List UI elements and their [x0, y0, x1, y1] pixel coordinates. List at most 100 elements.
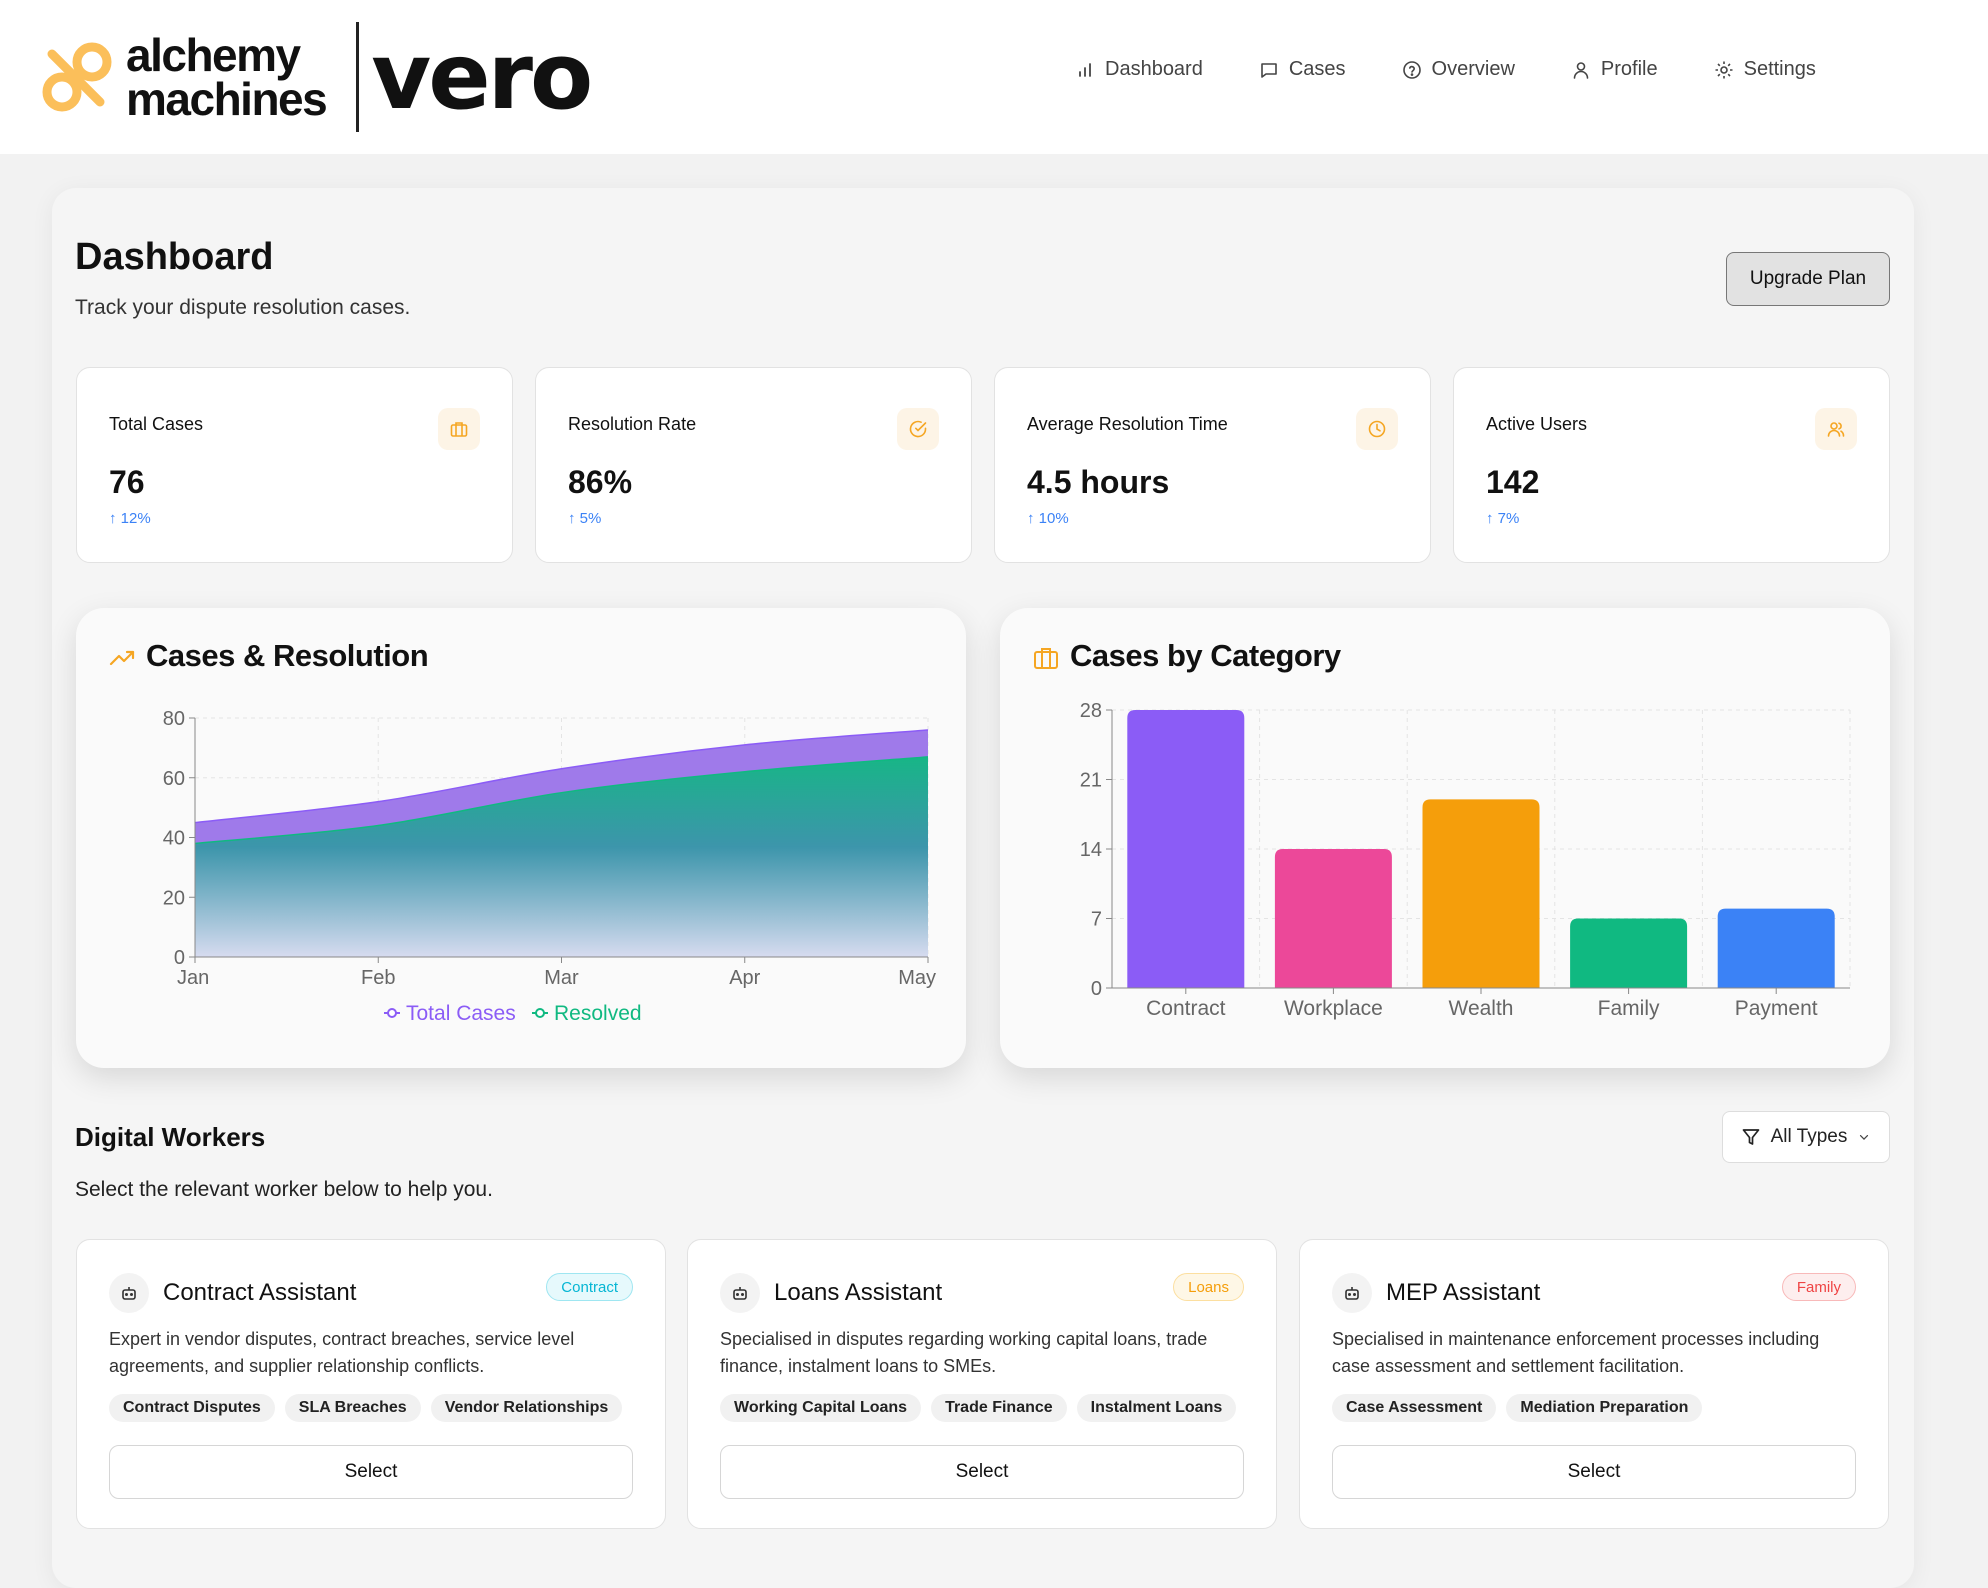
select-loans-button[interactable]: Select: [720, 1445, 1244, 1499]
worker-tags: Working Capital Loans Trade Finance Inst…: [720, 1394, 1237, 1422]
worker-description: Specialised in maintenance enforcement p…: [1332, 1329, 1820, 1376]
stat-card-avg-resolution-time: Average Resolution Time 4.5 hours ↑ 10%: [994, 367, 1431, 563]
trending-up-icon: [109, 650, 135, 666]
stat-label: Average Resolution Time: [1027, 414, 1228, 434]
nav-dashboard[interactable]: Dashboard: [1075, 58, 1203, 81]
x-tick-label: May: [898, 967, 936, 989]
y-tick-label: 14: [1080, 839, 1102, 861]
area-chart: 0 20 40 60 80 Jan Feb Mar Apr May Total Cases Resol…: [163, 708, 936, 1025]
bot-icon: [109, 1273, 149, 1313]
chevron-down-icon: [1860, 1135, 1869, 1140]
worker-card-contract: Contract Assistant Contract Expert in ve…: [76, 1239, 666, 1529]
x-tick-label: Apr: [729, 967, 760, 989]
page-subtitle: Track your dispute resolution cases.: [75, 296, 411, 319]
stat-trend: ↑ 7%: [1486, 510, 1520, 527]
users-icon: [1815, 408, 1857, 450]
x-tick-label: Jan: [177, 967, 209, 989]
worker-tags: Contract Disputes SLA Breaches Vendor Re…: [109, 1394, 623, 1422]
legend-label: Resolved: [554, 1002, 642, 1025]
stat-value: 142: [1486, 464, 1540, 500]
product-name: vero: [371, 23, 593, 130]
tag: Trade Finance: [931, 1394, 1067, 1422]
nav-profile[interactable]: Profile: [1571, 58, 1658, 81]
worker-name: MEP Assistant: [1386, 1279, 1541, 1306]
chart-title: Cases & Resolution: [146, 638, 429, 673]
brand-logo[interactable]: alchemy machines vero: [40, 22, 593, 132]
nav-settings[interactable]: Settings: [1714, 58, 1816, 81]
bot-icon: [720, 1273, 760, 1313]
y-tick-label: 7: [1091, 909, 1102, 931]
line-series-resolved: [194, 756, 929, 845]
stat-trend: ↑ 5%: [568, 510, 602, 527]
chart-title: Cases by Category: [1070, 638, 1341, 673]
alchemy-logo-icon: [42, 42, 112, 112]
digital-workers-title: Digital Workers: [75, 1122, 266, 1152]
x-tick-label: Wealth: [1449, 997, 1514, 1020]
check-circle-icon: [897, 408, 939, 450]
nav-cases[interactable]: Cases: [1259, 58, 1346, 81]
select-mep-button[interactable]: Select: [1332, 1445, 1856, 1499]
legend-label: Total Cases: [406, 1002, 516, 1025]
worker-description: Expert in vendor disputes, contract brea…: [109, 1329, 575, 1376]
gear-icon: [1715, 61, 1733, 78]
worker-badge: Loans: [1173, 1273, 1244, 1301]
stat-value: 86%: [568, 464, 633, 500]
worker-badge: Contract: [546, 1273, 633, 1301]
tag: Working Capital Loans: [720, 1394, 922, 1422]
user-icon: [1573, 61, 1589, 79]
brand-name: alchemy machines: [126, 29, 328, 125]
worker-name: Contract Assistant: [163, 1279, 357, 1306]
x-tick-label: Mar: [544, 967, 579, 989]
stat-trend: ↑ 12%: [109, 510, 151, 527]
bar-chart: Contract Workplace Wealth Family Payment 0 7 14…: [1080, 700, 1851, 1020]
page-title: Dashboard: [75, 236, 274, 278]
legend-item: Resolved: [532, 1002, 642, 1025]
tag: SLA Breaches: [284, 1394, 421, 1422]
clock-icon: [1356, 408, 1398, 450]
bot-icon: [1332, 1273, 1372, 1313]
tag: Contract Disputes: [109, 1394, 275, 1422]
worker-card-mep: MEP Assistant Family Specialised in main…: [1299, 1239, 1889, 1529]
cases-resolution-card: Cases & Resolution 0 20 40 60 80 Jan Feb Mar Apr…: [76, 608, 966, 1068]
help-circle-icon: [1402, 60, 1421, 79]
y-tick-label: 60: [163, 768, 185, 790]
y-tick-label: 21: [1080, 770, 1102, 792]
type-filter-dropdown[interactable]: All Types: [1722, 1111, 1890, 1163]
bar-family: [1570, 918, 1688, 988]
worker-tags: Case Assessment Mediation Preparation: [1332, 1394, 1703, 1422]
main-nav: Dashboard Cases Overview Profile Setting…: [1075, 58, 1816, 81]
y-tick-label: 28: [1080, 700, 1102, 722]
stat-card-total-cases: Total Cases 76 ↑ 12%: [76, 367, 513, 563]
stat-trend: ↑ 10%: [1027, 510, 1069, 527]
stat-card-active-users: Active Users 142 ↑ 7%: [1453, 367, 1890, 563]
bar-contract: [1127, 710, 1245, 988]
cases-by-category-card: Cases by Category Contract Workplace Wealt…: [1000, 608, 1890, 1068]
area-series-resolved: [195, 756, 928, 957]
stat-value: 4.5 hours: [1027, 464, 1170, 500]
message-square-icon: [1261, 62, 1277, 78]
line-series-total-cases: [194, 729, 929, 824]
y-tick-label: 20: [163, 887, 185, 909]
tag: Mediation Preparation: [1506, 1394, 1703, 1422]
bar-workplace: [1274, 849, 1392, 988]
worker-name: Loans Assistant: [774, 1279, 943, 1306]
y-tick-label: 0: [1091, 978, 1102, 1000]
stat-card-resolution-rate: Resolution Rate 86% ↑ 5%: [535, 367, 972, 563]
bar-chart-icon: [1079, 62, 1091, 77]
nav-overview[interactable]: Overview: [1402, 58, 1515, 81]
digital-workers-subtitle: Select the relevant worker below to help…: [75, 1178, 493, 1201]
x-tick-label: Payment: [1735, 997, 1818, 1020]
tag: Case Assessment: [1332, 1394, 1497, 1422]
x-tick-label: Family: [1598, 997, 1660, 1020]
top-nav-bar: alchemy machines vero Dashboard Cases Ov…: [0, 0, 1988, 154]
bar-wealth: [1422, 799, 1540, 988]
x-tick-label: Contract: [1146, 997, 1226, 1020]
stat-label: Active Users: [1486, 414, 1588, 434]
bar-payment: [1717, 908, 1835, 988]
tag: Vendor Relationships: [430, 1394, 623, 1422]
select-contract-button[interactable]: Select: [109, 1445, 633, 1499]
tag: Instalment Loans: [1076, 1394, 1237, 1422]
stat-value: 76: [109, 464, 145, 500]
upgrade-plan-button[interactable]: Upgrade Plan: [1726, 252, 1890, 306]
x-tick-label: Feb: [361, 967, 395, 989]
